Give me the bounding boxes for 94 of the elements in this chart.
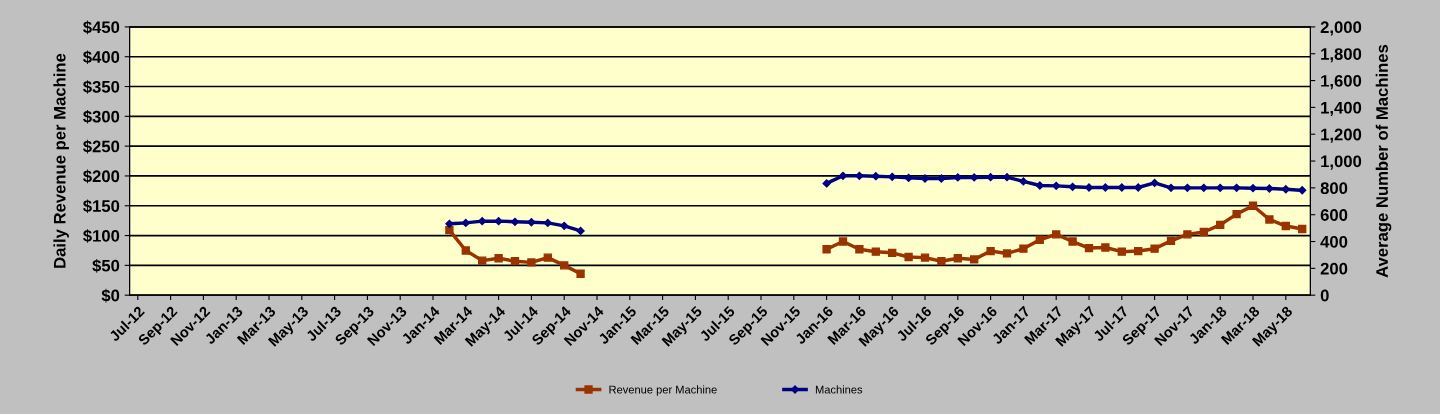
point xyxy=(888,248,897,258)
point xyxy=(1216,183,1225,193)
y-tick-label: $150 xyxy=(83,199,120,214)
point xyxy=(1166,236,1176,246)
point xyxy=(1035,181,1044,190)
point xyxy=(1052,181,1061,190)
point xyxy=(1150,178,1159,188)
point xyxy=(1281,221,1290,231)
point xyxy=(1101,183,1110,192)
point xyxy=(1265,215,1274,224)
y-tick-label: $100 xyxy=(83,229,120,243)
point xyxy=(888,172,897,182)
point xyxy=(855,245,864,254)
point xyxy=(1101,243,1110,252)
y-tick-label: $450 xyxy=(83,20,120,35)
point xyxy=(937,174,946,183)
point xyxy=(871,172,880,181)
point xyxy=(510,257,520,266)
y-tick-label: $200 xyxy=(83,169,120,184)
point xyxy=(1232,183,1241,193)
y2-tick-label: 600 xyxy=(1320,209,1348,221)
point xyxy=(1084,243,1094,253)
point xyxy=(1183,230,1192,239)
y2-tick-label: 1,800 xyxy=(1321,48,1362,63)
y2-tick-label: 1,000 xyxy=(1321,155,1362,170)
point xyxy=(1232,209,1241,219)
y-tick-label: $300 xyxy=(83,110,120,124)
point xyxy=(445,226,454,235)
point xyxy=(1019,177,1028,186)
y2-tick-label: 1,200 xyxy=(1321,128,1362,143)
point xyxy=(953,254,962,263)
y-tick-label: $0 xyxy=(101,288,120,303)
point xyxy=(461,246,470,255)
point xyxy=(1035,235,1044,244)
point xyxy=(1134,246,1143,256)
point xyxy=(1298,224,1307,234)
point xyxy=(560,261,569,270)
point xyxy=(986,246,995,256)
point xyxy=(1183,183,1192,193)
y2-tick-label: 1,400 xyxy=(1321,101,1362,117)
point xyxy=(543,218,552,228)
point xyxy=(855,171,864,180)
point xyxy=(576,269,585,278)
point xyxy=(822,179,831,188)
y2-axis-title: Average Number of Machines xyxy=(1375,44,1392,278)
point xyxy=(838,237,848,246)
point xyxy=(1052,230,1061,239)
point xyxy=(1281,185,1290,194)
point xyxy=(986,173,995,182)
point xyxy=(527,218,536,227)
point xyxy=(871,247,880,256)
y-tick-label: $250 xyxy=(83,139,120,154)
point xyxy=(1117,247,1126,256)
point xyxy=(822,245,831,254)
point xyxy=(1298,186,1307,195)
point xyxy=(1019,244,1028,253)
point xyxy=(904,252,913,262)
point xyxy=(904,173,913,182)
point xyxy=(920,253,930,262)
y-tick-label: $350 xyxy=(83,80,120,94)
point xyxy=(970,255,979,264)
y2-tick-label: 2,000 xyxy=(1320,21,1362,36)
point xyxy=(576,226,585,236)
point xyxy=(543,253,552,262)
point xyxy=(1199,183,1208,193)
y2-tick-label: 400 xyxy=(1320,235,1348,248)
point xyxy=(1068,182,1077,191)
y2-tick-label: 200 xyxy=(1320,262,1348,275)
point xyxy=(1166,183,1176,193)
point xyxy=(1068,237,1077,246)
point xyxy=(1265,184,1274,193)
point xyxy=(937,257,946,266)
y2-tick-label: 800 xyxy=(1320,182,1348,195)
point xyxy=(478,217,487,226)
y-axis-title: Daily Revenue per Machine xyxy=(53,53,69,268)
point xyxy=(560,221,569,230)
point xyxy=(1248,201,1258,210)
y2-tick-label: 0 xyxy=(1320,289,1329,302)
point xyxy=(527,258,536,267)
point xyxy=(1216,220,1225,230)
y2-tick-label: 1,600 xyxy=(1321,74,1362,90)
legend-label: Machines xyxy=(815,385,863,394)
y-tick-label: $400 xyxy=(83,50,120,64)
point xyxy=(445,219,454,228)
point xyxy=(461,218,470,228)
point xyxy=(494,254,503,263)
point xyxy=(1002,249,1012,258)
point xyxy=(1199,227,1208,237)
point xyxy=(494,217,503,226)
point xyxy=(1150,244,1159,253)
point xyxy=(1134,183,1143,192)
y-tick-label: $50 xyxy=(92,259,120,273)
point xyxy=(478,256,487,265)
legend-label: Revenue per Machine xyxy=(609,385,717,396)
